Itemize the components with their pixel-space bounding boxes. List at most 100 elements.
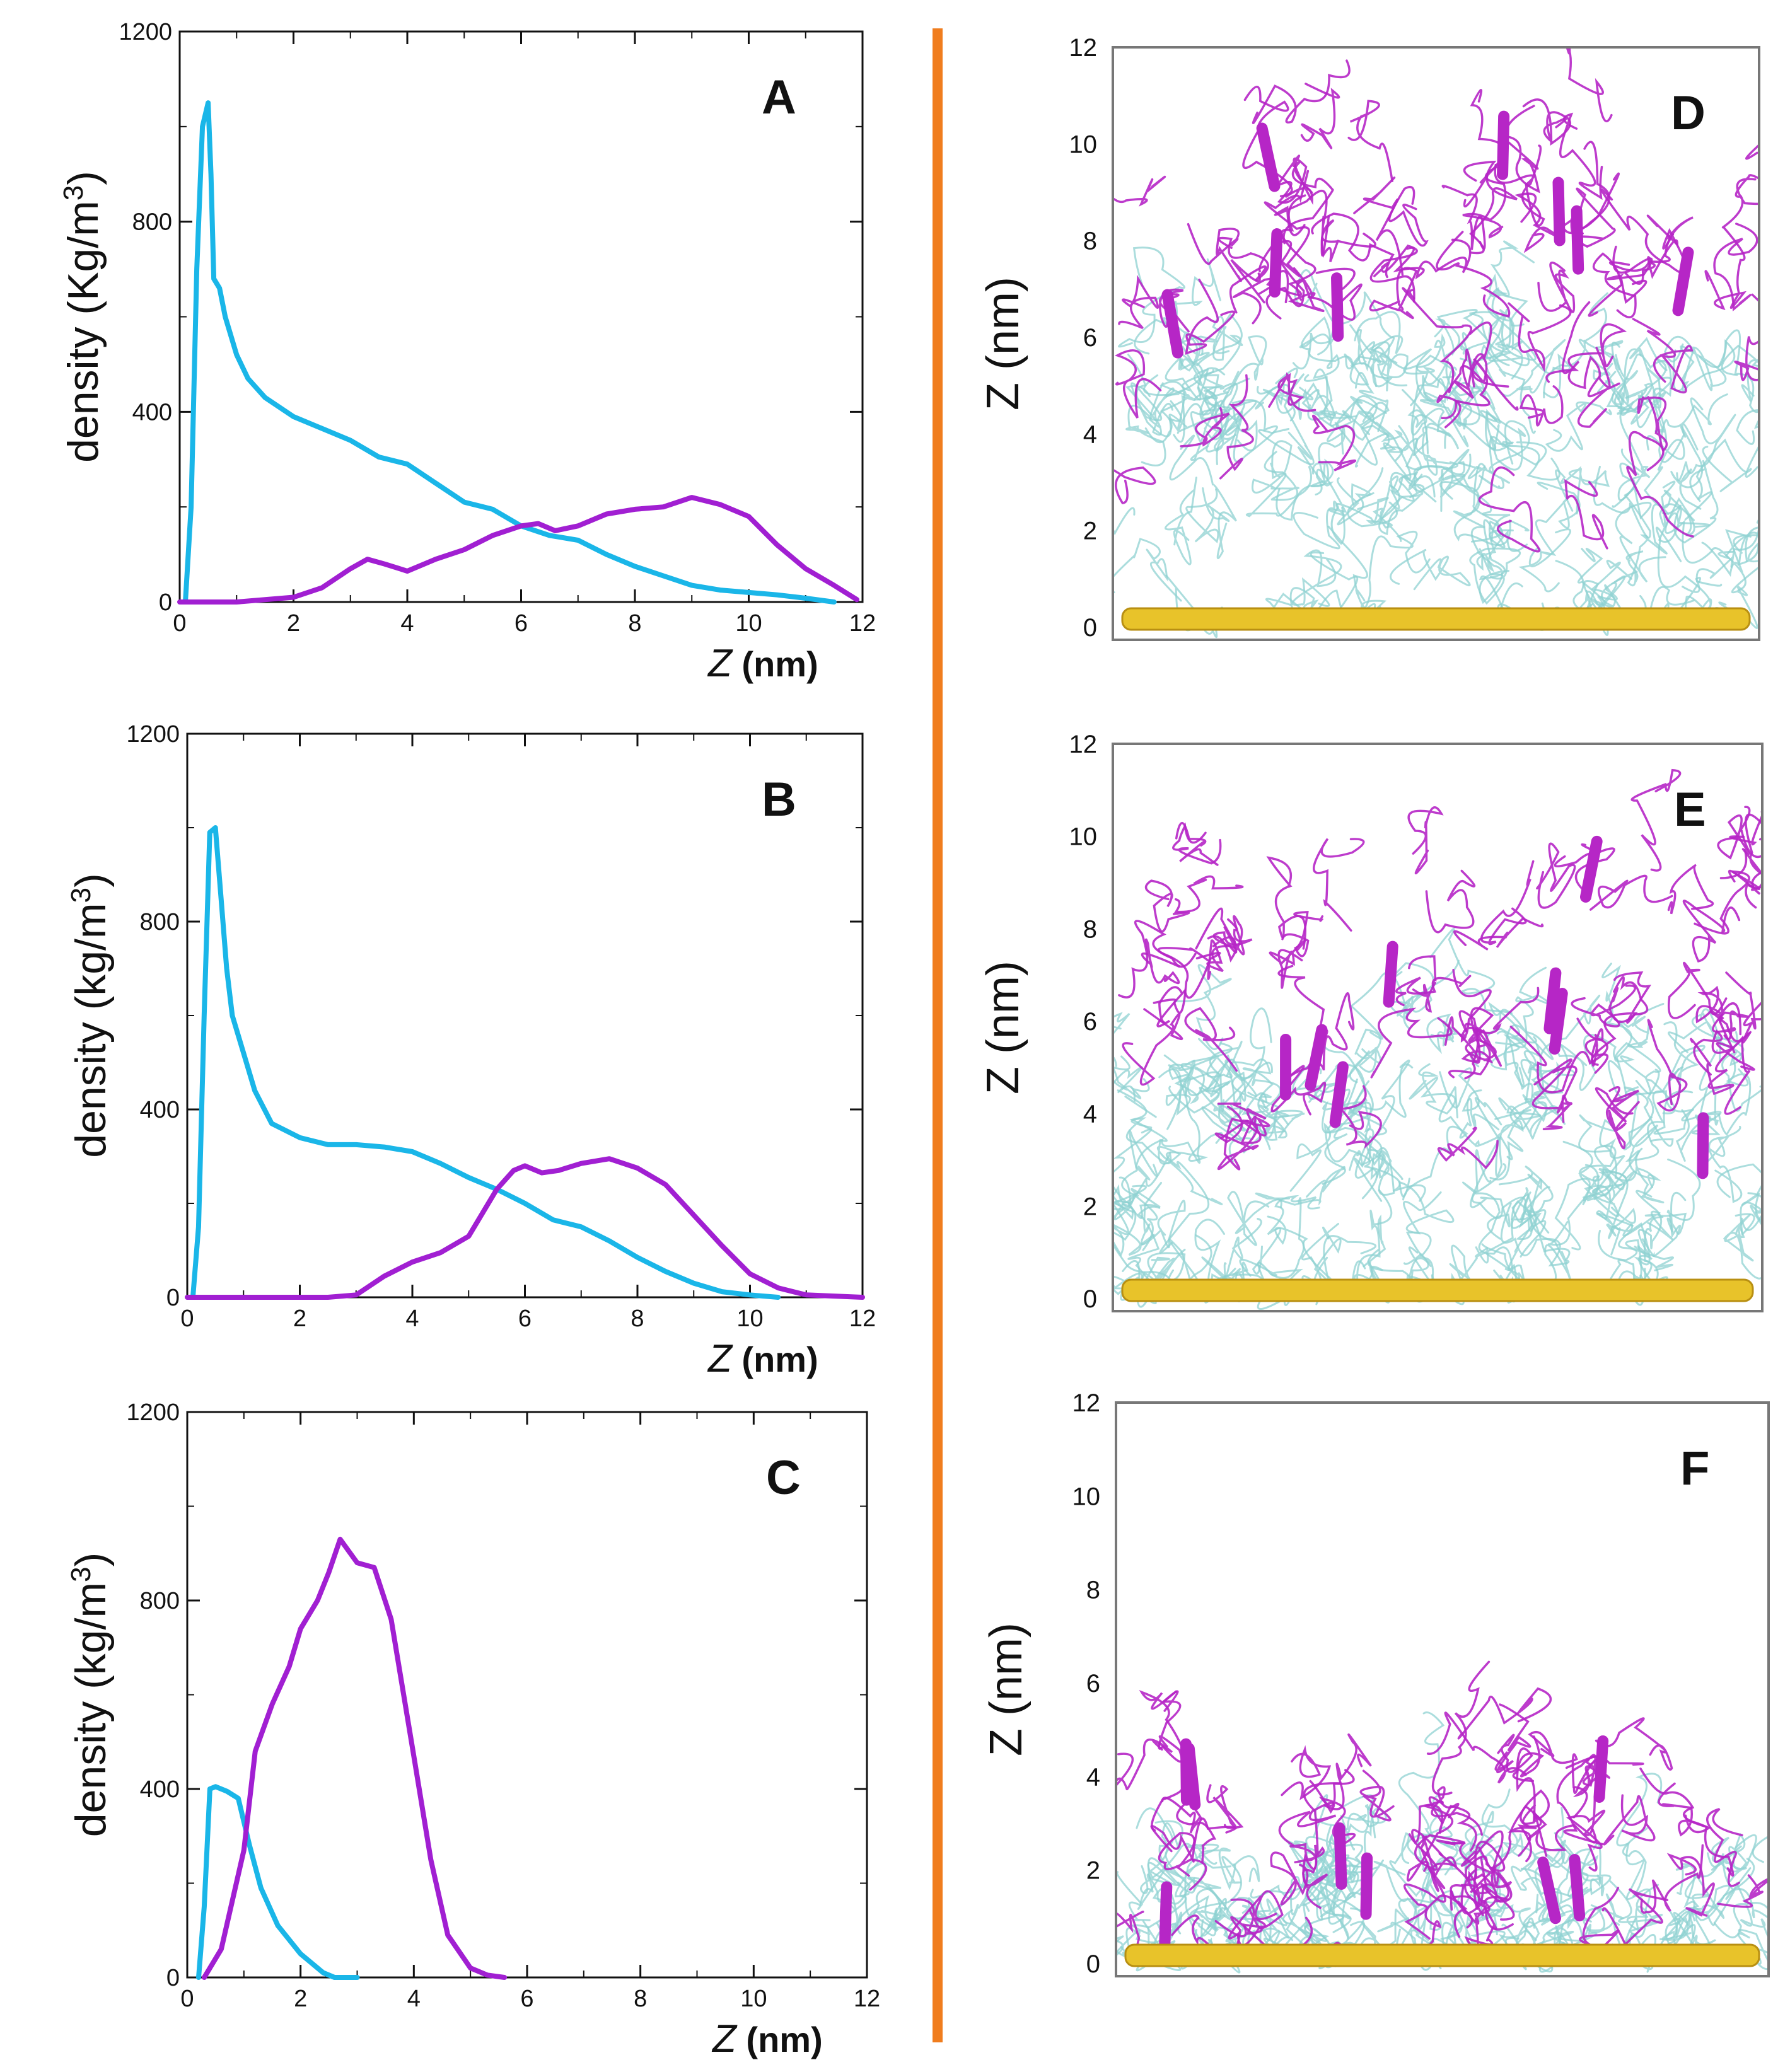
protein-strand — [1741, 813, 1762, 876]
protein-strand — [1281, 1745, 1332, 1800]
protein-strand — [1206, 926, 1238, 980]
polymer-strand — [1402, 378, 1480, 436]
polymer-strand — [1143, 374, 1224, 434]
beta-sheet — [1552, 177, 1566, 246]
polymer-strand — [1711, 1834, 1757, 1871]
protein-strand — [1175, 822, 1219, 866]
polymer-strand — [1414, 431, 1458, 476]
protein-strand — [1460, 1830, 1513, 1916]
polymer-strand — [1199, 1058, 1245, 1132]
beta-sheet — [1360, 1852, 1373, 1920]
protein-strand — [1359, 1769, 1395, 1822]
polymer-strand — [1409, 1063, 1456, 1115]
polymer-strand — [1403, 348, 1465, 407]
protein-strand — [1590, 971, 1652, 1066]
protein-strand — [1353, 177, 1404, 276]
protein-strand — [1113, 175, 1166, 207]
x-tick-label: 10 — [736, 1305, 763, 1332]
y-tick-label: 1200 — [119, 19, 172, 45]
z-axis-label: Z (nm) — [978, 961, 1028, 1094]
y-axis-label: density (kg/m3) — [66, 1553, 115, 1838]
polymer-strand — [1723, 1213, 1762, 1280]
polymer-strand — [1168, 1042, 1233, 1104]
polymer-strand — [1347, 472, 1423, 528]
protein-strand — [1313, 838, 1365, 932]
protein-strand — [1431, 1786, 1483, 1836]
y-tick-label: 0 — [166, 1965, 180, 1991]
protein-strand — [1214, 1898, 1267, 1938]
protein-strand — [1206, 1784, 1244, 1829]
polymer-strand — [1511, 1857, 1550, 1914]
protein-strand — [1566, 47, 1613, 123]
polymer-strand — [1578, 1114, 1625, 1193]
protein-strand — [1453, 917, 1544, 951]
protein-strand — [1300, 83, 1340, 149]
chart-b: 0 2 4 6 8 10 12 0 400 800 1200 density (kg/m3) Z (nm… — [66, 721, 876, 1380]
polymer-strand — [1241, 1897, 1287, 1942]
protein-strand — [1637, 396, 1668, 453]
polymer-strand — [1113, 538, 1182, 602]
protein-strand — [1408, 1803, 1477, 1852]
x-tick-label: 12 — [849, 610, 876, 637]
polymer-strand — [1216, 399, 1278, 465]
polymer-strand — [1675, 1109, 1721, 1162]
beta-sheet — [1549, 988, 1568, 1055]
polymer-strand — [1658, 480, 1711, 543]
polymer-strand — [1252, 1195, 1320, 1275]
polymer-strand — [1349, 1059, 1410, 1202]
x-tick-label: 0 — [180, 1986, 194, 2012]
protein-strand — [1270, 1851, 1309, 1906]
polymer-strand — [1518, 528, 1571, 593]
protein-strand — [1264, 170, 1310, 277]
polymer-strand — [1583, 1175, 1634, 1227]
x-tick-label: 8 — [628, 610, 641, 637]
polymer-strand — [1584, 292, 1624, 371]
protein-strand — [1339, 1085, 1382, 1149]
y-tick-label: 0 — [166, 1285, 180, 1311]
polymer-strand — [1204, 371, 1240, 452]
protein-strand — [1311, 212, 1395, 279]
y-tick-label: 400 — [140, 1776, 180, 1803]
protein-strand — [1626, 431, 1694, 538]
beta-sheet — [1383, 941, 1398, 1008]
polymer-strand — [1717, 329, 1759, 414]
protein-strand — [1494, 1703, 1531, 1773]
polymer-strand — [1363, 1214, 1412, 1295]
protein-strand — [1457, 1899, 1494, 1952]
x-tick-label: 10 — [740, 1986, 767, 2012]
x-tick-label: 6 — [520, 1986, 533, 2012]
polymer-strand — [1488, 1002, 1560, 1094]
polymer-strand — [1429, 927, 1513, 1015]
polymer-strand — [1486, 240, 1537, 361]
polymer-strand — [1630, 391, 1668, 443]
series-cyan — [190, 825, 781, 1300]
polymer-strand — [1593, 462, 1651, 539]
protein-strand — [1302, 1782, 1342, 1909]
polymer-strand — [1560, 1842, 1612, 1895]
polymer-strand — [1113, 1201, 1155, 1257]
beta-sheet — [1161, 289, 1183, 359]
polymer-strand — [1494, 1030, 1547, 1123]
protein-strand — [1411, 1829, 1465, 1871]
protein-strand — [1441, 185, 1486, 250]
protein-strand — [1516, 1735, 1545, 1825]
panel-label-a: A — [762, 71, 796, 124]
polymer-strand — [1127, 354, 1183, 437]
x-tick-label: 2 — [293, 1305, 306, 1332]
protein-strand — [1531, 1058, 1578, 1114]
x-tick-label: 8 — [631, 1305, 644, 1332]
polymer-strand — [1716, 1163, 1762, 1226]
polymer-strand — [1562, 1140, 1625, 1191]
beta-sheet — [1256, 122, 1281, 192]
polymer-strand — [1165, 477, 1197, 565]
protein-strand — [1595, 1717, 1673, 1771]
polymer-strand — [1326, 395, 1378, 466]
polymer-strand — [1736, 409, 1759, 478]
protein-strand — [1694, 870, 1760, 935]
polymer-strand — [1189, 1855, 1260, 1936]
protein-strand — [1141, 938, 1180, 985]
protein-strand — [1116, 1739, 1173, 1790]
y-tick-label: 1200 — [126, 1399, 180, 1426]
protein-strand — [1608, 216, 1694, 272]
